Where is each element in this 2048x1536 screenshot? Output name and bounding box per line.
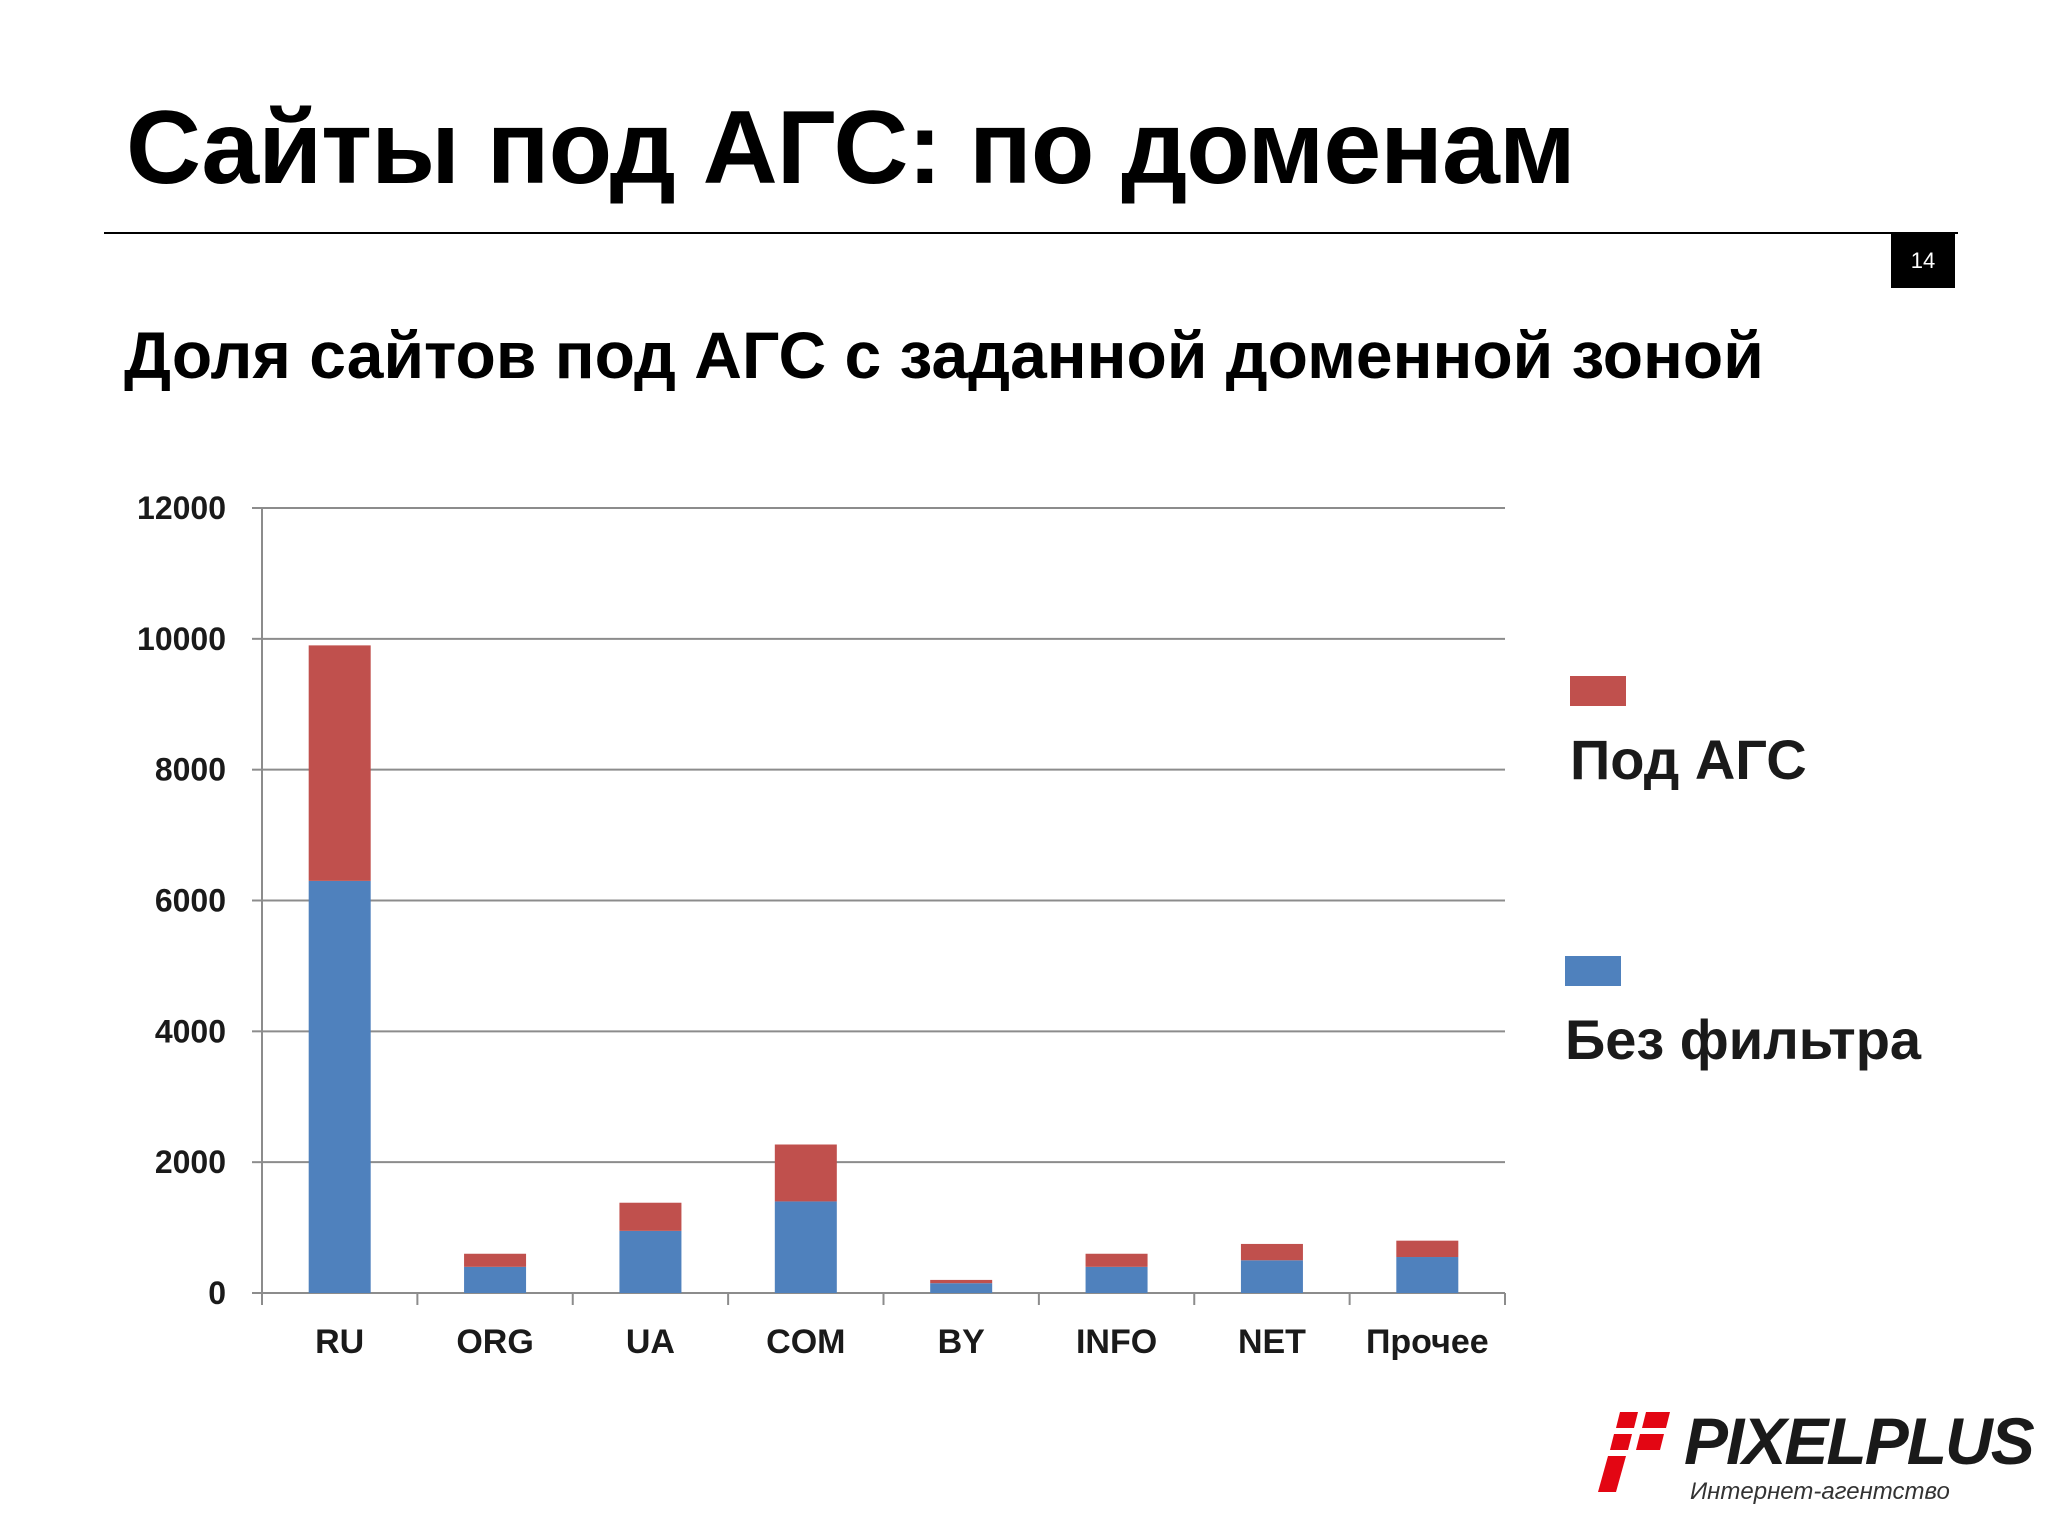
bar-bez-filtra [930, 1283, 993, 1293]
y-tick-label: 0 [208, 1275, 226, 1311]
bar-pod-ags [619, 1202, 682, 1231]
chart-subtitle: Доля сайтов под АГС с заданной доменной … [124, 318, 1764, 392]
x-category-label: ORG [456, 1323, 533, 1361]
x-category-label: RU [315, 1323, 364, 1361]
bar-pod-ags [1085, 1253, 1148, 1267]
gridlines [262, 507, 1505, 1164]
bars [308, 645, 1459, 1293]
bar-bez-filtra [1396, 1257, 1459, 1293]
bar-bez-filtra [1085, 1266, 1148, 1293]
legend-label-pod-ags: Под АГС [1570, 728, 1807, 791]
y-tick-label: 6000 [155, 883, 226, 919]
x-category-label: Прочее [1366, 1323, 1489, 1361]
bar-pod-ags [930, 1279, 993, 1284]
page-number-badge: 14 [1891, 234, 1955, 288]
title-divider [104, 232, 1958, 234]
bar-bez-filtra [308, 880, 371, 1293]
bar-bez-filtra [1240, 1260, 1303, 1293]
slide-title: Сайты под АГС: по доменам [126, 90, 1576, 206]
bar-pod-ags [308, 645, 371, 881]
x-category-label: INFO [1076, 1323, 1157, 1361]
chart-axes [252, 507, 1506, 1305]
legend-swatch-bez-filtra [1565, 956, 1621, 986]
bar-bez-filtra [464, 1266, 527, 1293]
x-category-label: BY [938, 1323, 986, 1361]
y-tick-label: 4000 [155, 1013, 226, 1049]
legend-swatch-pod-ags [1570, 676, 1626, 706]
bar-pod-ags [1396, 1240, 1459, 1258]
axis-labels: 0 2000 4000 6000 8000 10000 12000 RU ORG UA COM BY I… [137, 490, 1489, 1361]
y-tick-label: 12000 [137, 490, 226, 526]
logo-wordmark: PIXELPLUS [1684, 1404, 2035, 1478]
logo-tagline: Интернет-агентство [1690, 1478, 1950, 1505]
y-tick-label: 10000 [137, 621, 226, 657]
x-category-label: UA [626, 1323, 675, 1361]
pixelplus-logo: PIXELPLUS Интернет-агентство [1594, 1408, 2035, 1518]
legend-label-bez-filtra: Без фильтра [1565, 1008, 1922, 1071]
pixelplus-logo-mark [1598, 1412, 1670, 1492]
bar-bez-filtra [619, 1230, 682, 1293]
y-tick-label: 8000 [155, 752, 226, 788]
bar-bez-filtra [774, 1201, 837, 1293]
y-tick-label: 2000 [155, 1144, 226, 1180]
bar-pod-ags [464, 1253, 527, 1267]
x-category-label: NET [1238, 1323, 1306, 1361]
x-category-label: COM [766, 1323, 845, 1361]
bar-pod-ags [774, 1144, 837, 1202]
bar-pod-ags [1240, 1243, 1303, 1261]
